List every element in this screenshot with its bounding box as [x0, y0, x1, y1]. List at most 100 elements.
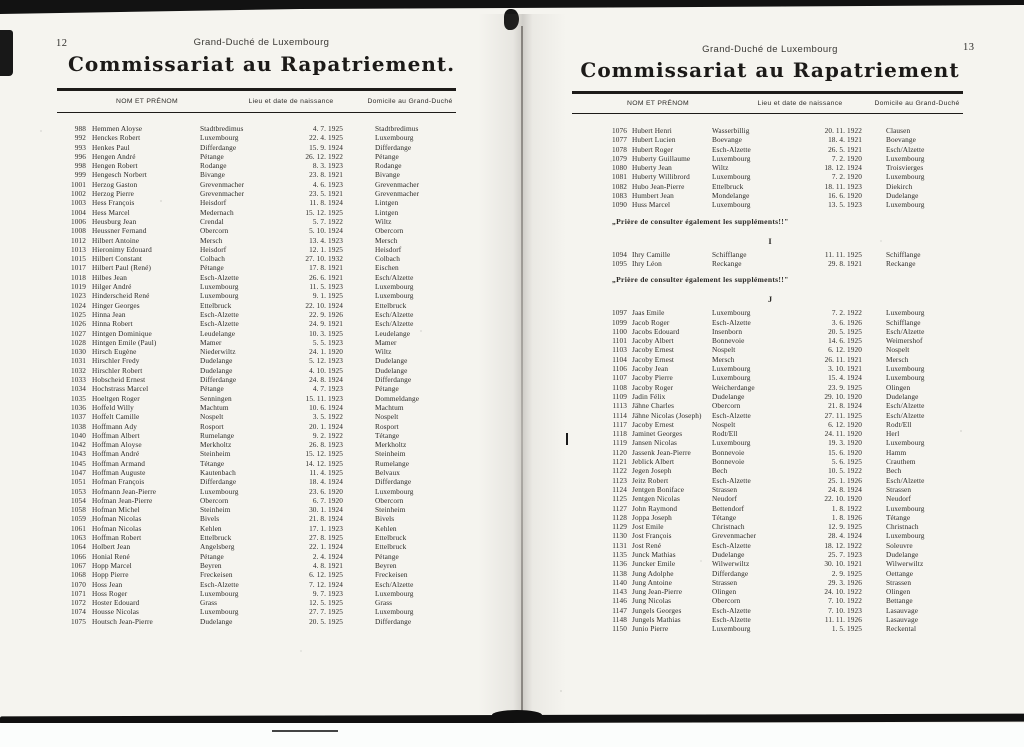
column-header-domicile: Domicile au Grand-Duché: [874, 100, 960, 107]
entry-number: 1140: [612, 577, 627, 587]
entry-domicile: Nospelt: [375, 412, 399, 422]
entry-name: Hirsch Eugène: [92, 347, 137, 357]
column-gap: [862, 163, 886, 172]
entry-domicile: Differdange: [375, 477, 412, 487]
entry-number: 1027: [71, 328, 86, 338]
column-gap: [862, 308, 886, 317]
entry-number: 1109: [612, 391, 627, 401]
entry-name: Hengen André: [92, 151, 136, 161]
entry-birthdate: 30. 1. 1924: [309, 505, 343, 515]
entry-birthdate: 18. 12. 1922: [824, 540, 862, 550]
header-rule-thin: [572, 113, 963, 114]
entry-birthdate: 2. 4. 1924: [312, 551, 343, 561]
entry-domicile: Mersch: [886, 354, 909, 364]
entry-birthdate: 1. 8. 1926: [831, 512, 862, 522]
entry-name: Jung Jean-Pierre: [632, 587, 683, 597]
entry-number: 1045: [71, 458, 86, 468]
entry-number: 1008: [71, 226, 86, 236]
entry-domicile: Dudelange: [375, 365, 408, 375]
table-row: 1033 Hobscheid Ernest Differdange 24. 8. 19…: [18, 375, 505, 384]
entry-domicile: Luxembourg: [886, 438, 925, 448]
entry-name: Hoss Roger: [92, 588, 128, 598]
column-gap: [862, 513, 886, 522]
entry-birthplace: Christnach: [712, 522, 745, 532]
column-gap: [862, 373, 886, 382]
table-row: 1080 Huberty Jean Wiltz 18. 12. 1924 Troisvi…: [535, 163, 1005, 172]
entry-birthplace: Luxembourg: [200, 588, 239, 598]
entry-domicile: Luxembourg: [886, 373, 925, 383]
entry-birthplace: Rumelange: [200, 430, 235, 440]
table-row: 1013 Hieronimy Edouard Heisdorf 12. 1. 1925…: [18, 245, 505, 254]
entry-birthplace: Dudelange: [200, 356, 233, 366]
entry-name: Hoffmann Ady: [92, 421, 138, 431]
column-gap: [862, 531, 886, 540]
entry-number: 998: [74, 161, 86, 171]
entry-domicile: Herl: [886, 429, 900, 439]
entry-number: 1043: [71, 449, 86, 459]
entry-number: 1127: [612, 503, 627, 513]
table-row: 1148 Jungels Mathias Esch-Alzette 11. 11. 1…: [535, 615, 1005, 624]
entry-birthplace: Schifflange: [712, 249, 747, 259]
table-row: 1004 Hess Marcel Medernach 15. 12. 1925 Lint…: [18, 208, 505, 217]
table-row: 1079 Huberty Guillaume Luxembourg 7. 2. 192…: [535, 154, 1005, 163]
table-row: 1082 Hubo Jean-Pierre Ettelbruck 18. 11. 19…: [535, 182, 1005, 191]
entry-birthplace: Weicherdange: [712, 382, 755, 392]
entry-name: Honial René: [92, 551, 130, 561]
entry-domicile: Luxembourg: [375, 133, 414, 143]
entry-birthplace: Tétange: [200, 458, 225, 468]
entry-name: Huberty Willibrord: [632, 172, 690, 182]
entry-birthplace: Leudelange: [200, 328, 236, 338]
column-gap: [343, 403, 375, 412]
entry-name: Hoffman Aloyse: [92, 440, 142, 450]
table-row: 1042 Hoffman Aloyse Merkholtz 26. 8. 1923 Me…: [18, 440, 505, 449]
entry-number: 1076: [612, 126, 627, 135]
table-row: 1146 Jung Nicolas Obercorn 7. 10. 1922 Betta…: [535, 596, 1005, 605]
column-gap: [862, 522, 886, 531]
entry-birthplace: Ettelbruck: [200, 300, 232, 310]
entry-birthdate: 18. 4. 1921: [828, 135, 862, 145]
entry-number: 1138: [612, 568, 627, 578]
header-rule-thick: [57, 88, 456, 91]
entry-name: Hemmen Aloyse: [92, 124, 143, 133]
entry-birthdate: 4. 8. 1921: [312, 560, 343, 570]
entry-name: Hilbert Paul (René): [92, 263, 152, 273]
entry-birthplace: Esch-Alzette: [200, 319, 239, 329]
entry-domicile: Steinheim: [375, 449, 406, 459]
entry-number: 1012: [71, 235, 86, 245]
entry-domicile: Boevange: [886, 135, 916, 145]
running-head: Grand-Duché de Luxembourg: [702, 44, 838, 55]
entry-birthdate: 25. 7. 1923: [828, 549, 862, 559]
entry-domicile: Esch/Alzette: [886, 410, 925, 420]
entry-birthplace: Tétange: [712, 512, 737, 522]
column-gap: [862, 327, 886, 336]
entry-name: Hinna Robert: [92, 319, 133, 329]
column-gap: [343, 394, 375, 403]
entry-name: Jansen Nicolas: [632, 438, 677, 448]
entry-name: Jadin Félix: [632, 391, 666, 401]
entry-birthplace: Rodange: [200, 161, 227, 171]
binding-mark-top: [504, 9, 519, 30]
entry-name: Hilbes Jean: [92, 272, 127, 282]
entry-birthdate: 15. 12. 1925: [305, 207, 343, 217]
column-gap: [343, 338, 375, 347]
column-gap: [343, 580, 375, 589]
entry-birthdate: 11. 5. 1923: [309, 282, 343, 292]
entry-birthplace: Dudelange: [200, 365, 233, 375]
entry-domicile: Schifflange: [886, 317, 921, 327]
entry-number: 1063: [71, 533, 86, 543]
column-gap: [343, 133, 375, 142]
entry-name: Hubo Jean-Pierre: [632, 181, 685, 191]
entry-name: Hopp Marcel: [92, 560, 132, 570]
column-gap: [862, 200, 886, 209]
column-gap: [862, 401, 886, 410]
entry-number: 1122: [612, 466, 627, 476]
entry-domicile: Belvaux: [375, 467, 401, 477]
column-gap: [343, 459, 375, 468]
entry-number: 1119: [612, 438, 627, 448]
table-row: 1045 Hoffman Armand Tétange 14. 12. 1925 Rum…: [18, 459, 505, 468]
table-row: 1054 Hofman Jean-Pierre Obercorn 6. 7. 1920…: [18, 496, 505, 505]
table-row: 1018 Hilbes Jean Esch-Alzette 26. 6. 1921 Es…: [18, 273, 505, 282]
entry-number: 1113: [612, 401, 627, 411]
table-row: 1122 Jegen Joseph Bech 10. 5. 1922 Bech: [535, 466, 1005, 475]
entry-number: 1026: [71, 319, 86, 329]
